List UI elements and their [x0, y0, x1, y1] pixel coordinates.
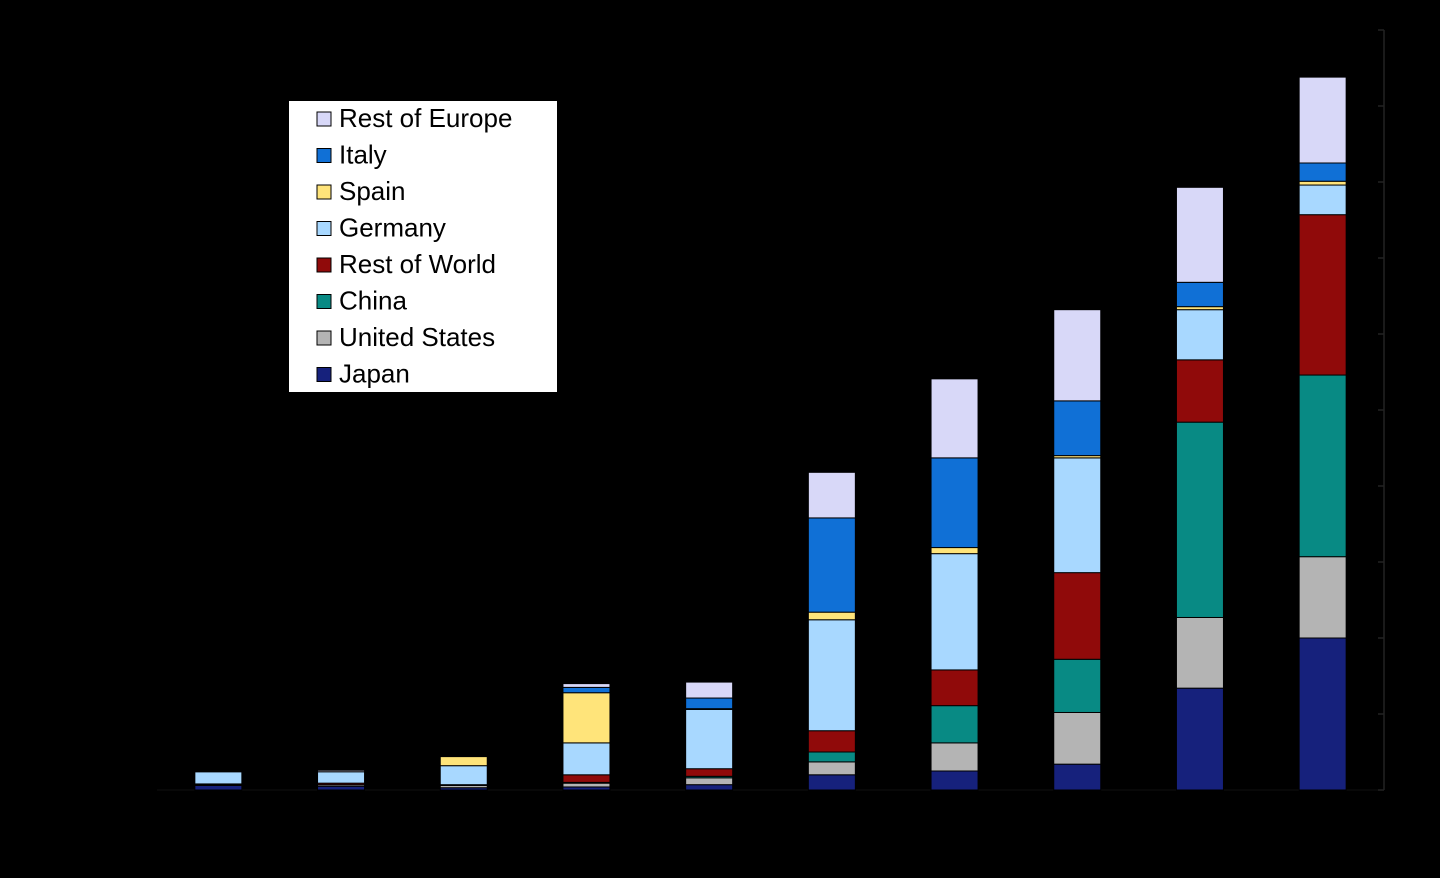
- bar-segment: [1175, 616, 1224, 689]
- bar-segment: [807, 619, 856, 732]
- bar-segment: [1175, 281, 1224, 308]
- bar-segment: [194, 784, 243, 791]
- bar-segment: [562, 683, 611, 688]
- bar-segment: [807, 517, 856, 613]
- bar-segment: [930, 742, 979, 772]
- bar-segment: [685, 768, 734, 777]
- bar-segment: [1053, 711, 1102, 765]
- bar-segment: [685, 697, 734, 710]
- bar-segment: [194, 770, 243, 773]
- bar-segment: [1175, 309, 1224, 361]
- bar-segment: [1298, 184, 1347, 216]
- bar-segment: [930, 457, 979, 549]
- legend-label: Italy: [339, 139, 387, 169]
- bar-segment: [930, 378, 979, 459]
- bar-segment: [1175, 359, 1224, 423]
- bar-segment: [930, 553, 979, 671]
- bar-segment: [439, 765, 488, 786]
- bar-segment: [807, 751, 856, 763]
- bar-segment: [807, 774, 856, 791]
- bar-segment: [930, 770, 979, 791]
- legend-label: China: [339, 285, 407, 315]
- bar-segment: [439, 755, 488, 758]
- legend-label: Rest of World: [339, 249, 496, 279]
- bar-segment: [562, 742, 611, 776]
- legend-swatch: [316, 221, 332, 236]
- bar-segment: [930, 547, 979, 555]
- legend-label: Spain: [339, 176, 406, 206]
- legend-swatch: [316, 184, 332, 200]
- bar-segment: [807, 611, 856, 621]
- bar-segment: [807, 730, 856, 753]
- bar-segment: [1053, 400, 1102, 457]
- legend-swatch: [316, 257, 332, 273]
- legend-swatch: [316, 111, 332, 127]
- bar-segment: [807, 471, 856, 519]
- bar-segment: [1298, 374, 1347, 558]
- bar-segment: [807, 761, 856, 776]
- bar-segment: [1175, 186, 1224, 283]
- legend-swatch: [316, 148, 332, 163]
- legend-swatch: [316, 367, 332, 382]
- bar-segment: [1175, 687, 1224, 791]
- legend-swatch: [316, 294, 332, 309]
- bar-segment: [1053, 572, 1102, 660]
- bar-segment: [1298, 76, 1347, 164]
- bar-segment: [562, 692, 611, 744]
- bar-segment: [562, 782, 611, 788]
- bar-segment: [194, 771, 243, 785]
- bar-segment: [1053, 763, 1102, 791]
- legend-label: Rest of Europe: [339, 103, 512, 133]
- legend-swatch: [316, 330, 332, 346]
- bar-segment: [1298, 180, 1347, 186]
- bar-segment: [1053, 457, 1102, 574]
- legend-box: [289, 101, 557, 392]
- legend-label: Japan: [339, 358, 410, 388]
- bar-segment: [317, 771, 366, 784]
- bar-segment: [685, 681, 734, 699]
- bar-segment: [1298, 556, 1347, 639]
- bar-segment: [685, 784, 734, 791]
- bar-segment: [685, 708, 734, 770]
- bar-segment: [930, 669, 979, 707]
- bar-segment: [1053, 658, 1102, 713]
- bar-segment: [930, 705, 979, 744]
- legend-label: United States: [339, 322, 495, 352]
- bar-segment: [1175, 421, 1224, 618]
- bar-segment: [685, 777, 734, 786]
- bar-segment: [1053, 309, 1102, 402]
- bar-segment: [317, 769, 366, 773]
- bar-segment: [1298, 214, 1347, 376]
- bar-segment: [562, 774, 611, 783]
- bar-segment: [562, 686, 611, 694]
- bar-segment: [1298, 637, 1347, 791]
- legend-label: Germany: [339, 212, 446, 242]
- bar-segment: [317, 785, 366, 791]
- bar-segment: [1298, 162, 1347, 182]
- bar-segment: [439, 756, 488, 767]
